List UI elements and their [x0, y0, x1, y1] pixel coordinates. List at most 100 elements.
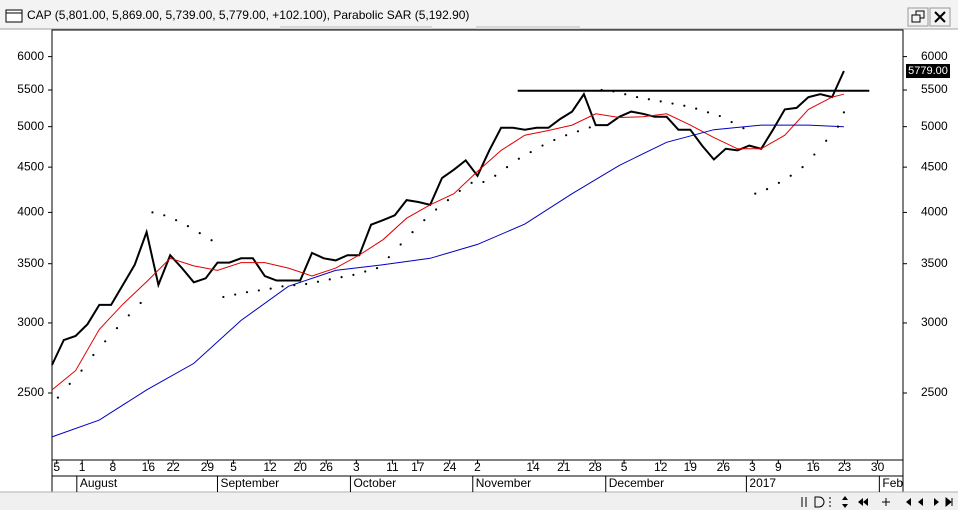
x-tick-label: 29: [201, 460, 215, 474]
sar-dot: [742, 127, 745, 130]
sar-dot: [340, 276, 343, 279]
sar-dot: [80, 369, 83, 372]
add-button[interactable]: [882, 498, 890, 506]
x-tick-label: 8: [110, 460, 117, 474]
sar-dot: [659, 100, 662, 103]
x-tick-label: 12: [654, 460, 668, 474]
x-tick-label: 28: [588, 460, 602, 474]
x-tick-label: 5: [230, 460, 237, 474]
sar-dot: [305, 282, 308, 286]
next-button[interactable]: [934, 498, 939, 506]
sar-dot: [115, 327, 119, 330]
x-tick-label: 23: [838, 460, 852, 474]
sar-dot: [175, 219, 178, 222]
x-tick-label: 21: [557, 460, 571, 474]
series-line: [51, 124, 844, 438]
sar-dot: [328, 278, 331, 281]
month-label: November: [476, 476, 531, 490]
x-tick-label: 3: [353, 460, 360, 474]
sar-dot: [836, 125, 840, 128]
month-label: October: [353, 476, 396, 490]
sar-dot: [789, 174, 792, 177]
y-tick-label-left: 3000: [17, 315, 44, 329]
plot-area: [51, 70, 870, 438]
rewind-button[interactable]: [858, 498, 868, 506]
last-button[interactable]: [945, 496, 953, 508]
window-icon: [5, 9, 23, 23]
sar-dot: [505, 166, 509, 169]
month-label: August: [80, 476, 118, 490]
month-label: September: [220, 476, 279, 490]
last-value-label: 5779.00: [908, 65, 948, 77]
y-tick-label-right: 4000: [921, 205, 948, 219]
sar-dot: [139, 301, 142, 305]
sar-dot: [245, 291, 249, 294]
sar-dot: [588, 126, 591, 129]
x-tick-label: 2: [474, 460, 481, 474]
x-tick-label: 5: [53, 460, 60, 474]
first-button[interactable]: [902, 498, 911, 506]
sar-dot: [825, 139, 828, 142]
sar-dot: [435, 208, 438, 211]
sar-dot: [718, 114, 721, 118]
sar-dot: [222, 295, 225, 299]
x-tick-label: 16: [806, 460, 820, 474]
sar-dot: [482, 180, 485, 184]
sar-dot: [387, 256, 390, 259]
sar-dot: [671, 102, 674, 105]
sar-dot: [541, 144, 544, 147]
sar-dot: [624, 93, 627, 96]
scroll-button[interactable]: [801, 497, 807, 507]
last-value-box: [906, 64, 950, 79]
toolbar-buttons[interactable]: [801, 496, 953, 508]
sar-dot: [695, 107, 698, 110]
sar-dot: [565, 134, 568, 137]
restore-button[interactable]: [907, 7, 929, 27]
y-tick-label-right: 2500: [921, 385, 948, 399]
sar-dot: [257, 289, 260, 292]
sar-dot: [411, 231, 414, 234]
month-label: Feb: [882, 476, 903, 490]
sar-dot: [706, 111, 710, 114]
bottom-toolbar: [0, 492, 958, 510]
month-label: December: [609, 476, 664, 490]
prev-button[interactable]: [918, 498, 923, 506]
y-tick-label-right: 6000: [921, 49, 948, 63]
sar-dot: [647, 98, 650, 101]
y-tick-label-left: 2500: [17, 385, 44, 399]
y-tick-label-left: 3500: [17, 256, 44, 270]
y-tick-label-left: 6000: [17, 49, 44, 63]
close-button[interactable]: [929, 7, 951, 27]
sar-dot: [163, 214, 166, 217]
y-tick-label-left: 5000: [17, 119, 44, 133]
sar-dot: [281, 285, 284, 288]
y-tick-label-left: 5500: [17, 82, 44, 96]
sar-dot: [352, 273, 355, 276]
sar-dot: [813, 153, 816, 156]
sar-dot: [269, 287, 272, 290]
sar-dot: [68, 382, 71, 385]
sar-dot: [730, 120, 733, 124]
series-line: [51, 93, 845, 391]
scale-button[interactable]: [842, 496, 848, 508]
sar-dot: [316, 280, 320, 283]
x-tick-label: 26: [320, 460, 334, 474]
chart-title: CAP (5,801.00, 5,869.00, 5,739.00, 5,779…: [27, 8, 469, 22]
sar-dot: [801, 166, 804, 169]
zoom-button[interactable]: [814, 496, 825, 508]
x-tick-label: 9: [775, 460, 782, 474]
sar-dot: [92, 353, 95, 357]
y-tick-label-left: 4500: [17, 159, 44, 173]
title-tab: [280, 26, 432, 29]
sar-dot: [683, 104, 686, 107]
sar-dot: [293, 284, 296, 287]
x-tick-label: 26: [717, 460, 731, 474]
sar-dot: [399, 243, 402, 246]
sar-dot: [210, 239, 213, 242]
sar-dot: [364, 270, 367, 273]
sar-dot: [186, 224, 190, 228]
sar-dot: [458, 189, 461, 193]
month-label: 2017: [749, 476, 776, 490]
sar-dot: [635, 95, 639, 99]
